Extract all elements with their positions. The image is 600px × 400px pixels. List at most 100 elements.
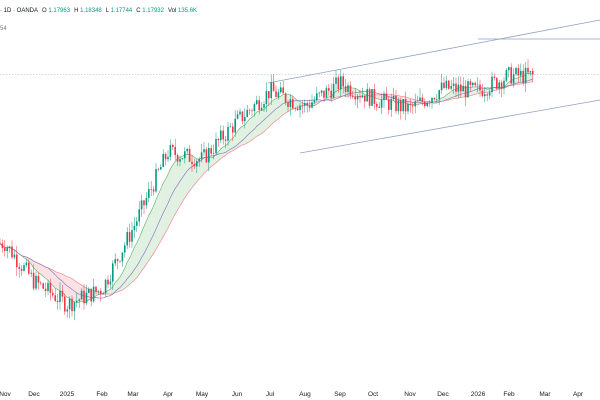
candle-body	[232, 126, 234, 133]
candle-body	[40, 282, 42, 284]
candle-body	[136, 221, 138, 226]
candle-body	[124, 245, 126, 253]
candle-body	[61, 290, 64, 297]
candle-body	[414, 101, 416, 107]
candle-body	[97, 290, 100, 292]
candle-body	[364, 95, 366, 102]
x-tick-label: Oct	[368, 391, 378, 398]
cloud-segment	[144, 220, 147, 268]
x-tick-label: Jun	[232, 391, 243, 398]
candle-body	[452, 83, 455, 87]
candle-body	[524, 67, 527, 84]
x-tick-label: Nov	[404, 391, 416, 398]
candle-body	[436, 99, 438, 100]
candle-body	[421, 97, 424, 102]
cloud-segment	[516, 77, 519, 85]
candle-body	[263, 104, 265, 108]
cloud-segment	[256, 110, 260, 137]
candle-body	[160, 167, 162, 170]
candle-body	[380, 99, 383, 108]
candle-body	[488, 92, 491, 96]
candle-body	[107, 279, 109, 285]
candle-body	[119, 260, 121, 262]
candle-body	[484, 94, 486, 97]
candle-body	[239, 111, 241, 115]
cloud-segment	[273, 98, 276, 123]
candle-body	[18, 267, 20, 269]
candle-body	[162, 153, 164, 168]
cloud-segment	[45, 266, 48, 281]
cloud-segment	[201, 157, 204, 177]
cloud-segment	[55, 271, 58, 290]
candle-body	[527, 67, 529, 73]
candle-body	[320, 90, 323, 93]
candle-body	[371, 88, 373, 106]
cloud-segment	[360, 91, 363, 97]
candle-body	[198, 159, 200, 162]
candle-body	[66, 309, 68, 312]
x-tick-label: Feb	[96, 391, 108, 398]
candle-body	[8, 246, 11, 248]
cloud-segment	[60, 273, 63, 293]
cloud-segment	[288, 94, 291, 112]
cloud-segment	[124, 262, 128, 289]
candle-body	[476, 84, 479, 86]
candle-body	[85, 292, 88, 304]
candle-body	[167, 156, 169, 160]
cloud-segment	[132, 247, 135, 283]
time-axis: Nov Dec 2025 Feb Mar Apr May Jun Jul Aug Sep Oct Nov…	[0, 391, 584, 398]
candle-body	[275, 91, 277, 98]
candle-body	[361, 95, 364, 98]
candle-body	[491, 76, 493, 93]
x-tick-label: Apr	[163, 391, 174, 398]
candle-body	[73, 302, 76, 312]
candle-body	[6, 247, 8, 252]
candle-body	[100, 290, 102, 295]
cloud-segment	[57, 272, 60, 292]
candle-body	[349, 85, 352, 96]
candle-body	[366, 89, 368, 102]
candle-body	[152, 189, 155, 192]
candle-body	[337, 77, 340, 90]
cloud-segment	[187, 154, 190, 195]
candle-body	[467, 81, 469, 98]
cloud-segment	[168, 169, 171, 229]
cloud-segment	[379, 94, 382, 100]
cloud-segment	[64, 275, 68, 298]
candle-body	[486, 94, 488, 96]
candle-body	[83, 290, 85, 304]
candle-body	[193, 164, 196, 167]
candle-body	[59, 290, 61, 302]
candle-body	[222, 130, 224, 140]
candle-body	[373, 88, 376, 104]
candle-body	[179, 159, 181, 162]
cloud-segment	[151, 206, 154, 257]
x-tick-label: 2025	[60, 391, 75, 398]
candle-body	[25, 262, 28, 266]
cloud-segment	[199, 158, 202, 179]
candle-body	[313, 100, 316, 103]
cloud-segment	[336, 90, 339, 98]
moving-average-line	[0, 78, 533, 299]
candle-body	[412, 105, 414, 107]
candle-body	[244, 117, 246, 122]
candle-body	[352, 95, 354, 97]
candle-body	[251, 110, 253, 112]
candle-body	[445, 80, 448, 88]
cloud-segment	[139, 231, 142, 275]
x-tick-label: Apr	[573, 391, 584, 398]
candle-body	[289, 99, 292, 107]
x-tick-label: Dec	[437, 391, 449, 398]
candle-body	[508, 67, 510, 71]
candle-body	[323, 90, 325, 98]
candle-body	[450, 86, 452, 89]
cloud-segment	[43, 265, 46, 279]
candle-body	[76, 300, 78, 303]
cloud-segment	[48, 267, 51, 284]
cloud-segment	[38, 263, 41, 275]
candle-body	[325, 88, 328, 98]
candle-body	[376, 103, 378, 107]
candle-body	[457, 84, 460, 92]
